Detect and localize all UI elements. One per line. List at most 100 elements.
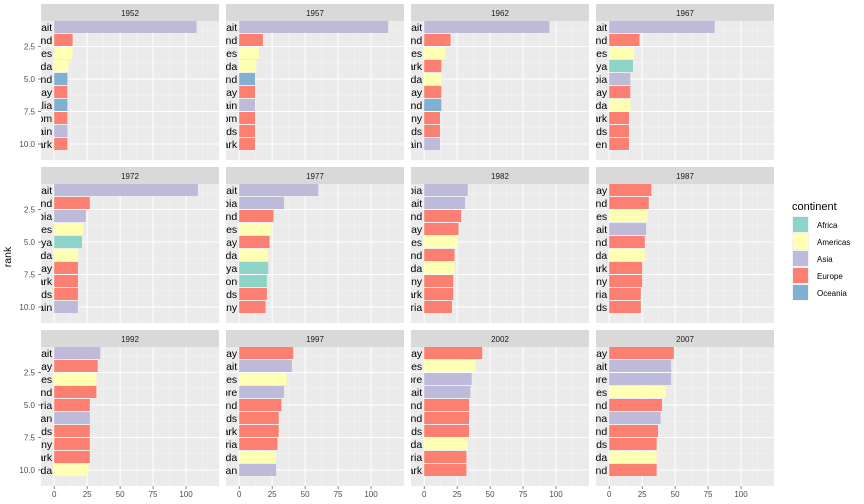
x-tick-label: 100 bbox=[179, 490, 193, 499]
bar bbox=[609, 138, 629, 150]
bar bbox=[609, 425, 658, 437]
y-tick-label: 5.0 bbox=[24, 238, 36, 247]
bar-label: Canada bbox=[570, 452, 607, 464]
bars: KuwaitSaudi ArabiaSwitzerlandUnited Stat… bbox=[178, 184, 319, 314]
bar-label: Netherlands bbox=[551, 126, 608, 138]
bar bbox=[239, 386, 285, 398]
bar-label: Austria bbox=[19, 400, 52, 412]
bar-label: Kuwait bbox=[576, 224, 608, 236]
bars: NorwayKuwaitSingaporeUnited StatesIrelan… bbox=[544, 347, 674, 477]
bar bbox=[609, 451, 657, 463]
bar-label: Norway bbox=[572, 185, 608, 197]
bar-label: Switzerland bbox=[368, 35, 422, 47]
bar-label: Canada bbox=[15, 250, 52, 262]
x-tick-label: 75 bbox=[519, 490, 528, 499]
x-tick-label: 50 bbox=[301, 490, 310, 499]
facet-strip-label: 1977 bbox=[306, 172, 324, 181]
bar-label: United States bbox=[174, 374, 237, 386]
facet-strip-label: 1972 bbox=[121, 172, 139, 181]
bar-label: Iceland bbox=[388, 250, 422, 262]
bar bbox=[609, 21, 715, 33]
legend-keys: Africa Americas Asia Europe Oceania bbox=[792, 216, 850, 301]
bar bbox=[609, 464, 657, 476]
bar-label: Bahrain bbox=[16, 126, 52, 138]
bar-label: Canada bbox=[200, 452, 237, 464]
bar-label: United States bbox=[359, 361, 422, 373]
bar bbox=[424, 347, 483, 359]
x-tick-label: 50 bbox=[116, 490, 125, 499]
bar bbox=[609, 275, 643, 287]
facet-panel: 1997 NorwayKuwaitUnited StatesSingaporeSw… bbox=[174, 330, 404, 499]
bar-label: Kuwait bbox=[391, 22, 423, 34]
plot-area: Saudi ArabiaKuwaitSwitzerlandNorwayUnite… bbox=[388, 184, 589, 323]
y-tick-label: 10.0 bbox=[19, 466, 35, 475]
bar-label: Denmark bbox=[565, 263, 608, 275]
bar-label: Singapore bbox=[189, 387, 237, 399]
plot-area: NorwaySwitzerlandUnited StatesKuwaitIcel… bbox=[551, 184, 774, 323]
bar-label: United States bbox=[359, 48, 422, 60]
y-tick-label: 10.0 bbox=[19, 303, 35, 312]
bar bbox=[239, 412, 279, 424]
legend-label: Oceania bbox=[817, 289, 847, 298]
bar bbox=[54, 223, 84, 235]
bar-label: Iceland bbox=[573, 237, 607, 249]
bar-label: Switzerland bbox=[0, 198, 52, 210]
bar bbox=[239, 373, 287, 385]
bar bbox=[54, 86, 68, 98]
facet-strip bbox=[596, 4, 774, 21]
facet-strip-label: 1952 bbox=[121, 9, 139, 18]
bars: KuwaitSwitzerlandSaudi ArabiaUnited Stat… bbox=[0, 184, 198, 314]
bar-label: Kuwait bbox=[21, 22, 53, 34]
bar bbox=[609, 197, 649, 209]
bar bbox=[54, 288, 78, 300]
bar bbox=[54, 99, 68, 111]
bar bbox=[54, 262, 78, 274]
bar bbox=[609, 73, 631, 85]
bar-label: Germany bbox=[564, 276, 608, 288]
plot-area: KuwaitNorwayUnited StatesSwitzerlandAust… bbox=[19, 347, 219, 486]
bar bbox=[239, 451, 277, 463]
plot-area: KuwaitSwitzerlandUnited StatesCanadaNew … bbox=[0, 21, 219, 160]
bar bbox=[424, 197, 466, 209]
bar-label: Bahrain bbox=[386, 139, 422, 151]
bar bbox=[239, 347, 294, 359]
legend-label: Europe bbox=[817, 272, 843, 281]
legend: continent Africa Americas Asia Europe Oceani… bbox=[792, 201, 850, 301]
bar-label: Iceland bbox=[573, 465, 607, 477]
bar bbox=[424, 73, 442, 85]
facet-panels: 1952KuwaitSwitzerlandUnited StatesCanada… bbox=[0, 4, 774, 499]
legend-swatch bbox=[793, 285, 808, 300]
bar-label: Kuwait bbox=[391, 198, 423, 210]
facet-panel: 1967KuwaitSwitzerlandUnited StatesLibyaS… bbox=[551, 4, 774, 160]
bar bbox=[424, 223, 459, 235]
bar-label: Norway bbox=[202, 237, 238, 249]
bar bbox=[424, 99, 442, 111]
bar-label: Denmark bbox=[565, 113, 608, 125]
bar-label: Denmark bbox=[380, 61, 423, 73]
bar-label: Switzerland bbox=[183, 211, 237, 223]
bar bbox=[54, 138, 68, 150]
bar bbox=[54, 451, 90, 463]
bar bbox=[609, 262, 643, 274]
bar-label: Netherlands bbox=[366, 126, 423, 138]
facet-strip bbox=[226, 4, 404, 21]
bar-label: Norway bbox=[202, 87, 238, 99]
bar-label: Canada bbox=[570, 250, 607, 262]
bar bbox=[239, 73, 256, 85]
bar-label: New Zealand bbox=[175, 74, 237, 86]
bar bbox=[609, 373, 672, 385]
bar bbox=[54, 373, 97, 385]
bar-label: Canada bbox=[570, 100, 607, 112]
bars: Saudi ArabiaKuwaitSwitzerlandNorwayUnite… bbox=[388, 184, 468, 314]
bar-label: Netherlands bbox=[551, 302, 608, 314]
bar-label: Switzerland bbox=[553, 198, 607, 210]
bar-label: Norway bbox=[572, 87, 608, 99]
bar bbox=[424, 451, 467, 463]
bar-label: New Zealand bbox=[0, 74, 52, 86]
bar-label: Saudi Arabia bbox=[178, 198, 238, 210]
bar bbox=[54, 249, 78, 261]
legend-title: continent bbox=[792, 201, 837, 213]
x-tick-label: 75 bbox=[149, 490, 158, 499]
bar-label: United States bbox=[544, 387, 607, 399]
facet-panel: 1982 Saudi ArabiaKuwaitSwitzerlandNorwayU… bbox=[388, 167, 589, 323]
